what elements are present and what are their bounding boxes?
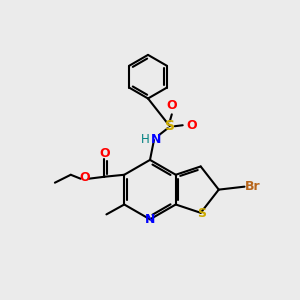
Text: Br: Br <box>244 180 260 193</box>
Text: O: O <box>99 148 110 160</box>
Text: S: S <box>165 119 175 133</box>
Text: H: H <box>141 133 149 146</box>
Text: S: S <box>197 207 206 220</box>
Text: N: N <box>151 133 161 146</box>
Text: O: O <box>79 171 90 184</box>
Text: O: O <box>186 119 197 132</box>
Text: O: O <box>167 99 177 112</box>
Text: N: N <box>145 213 155 226</box>
